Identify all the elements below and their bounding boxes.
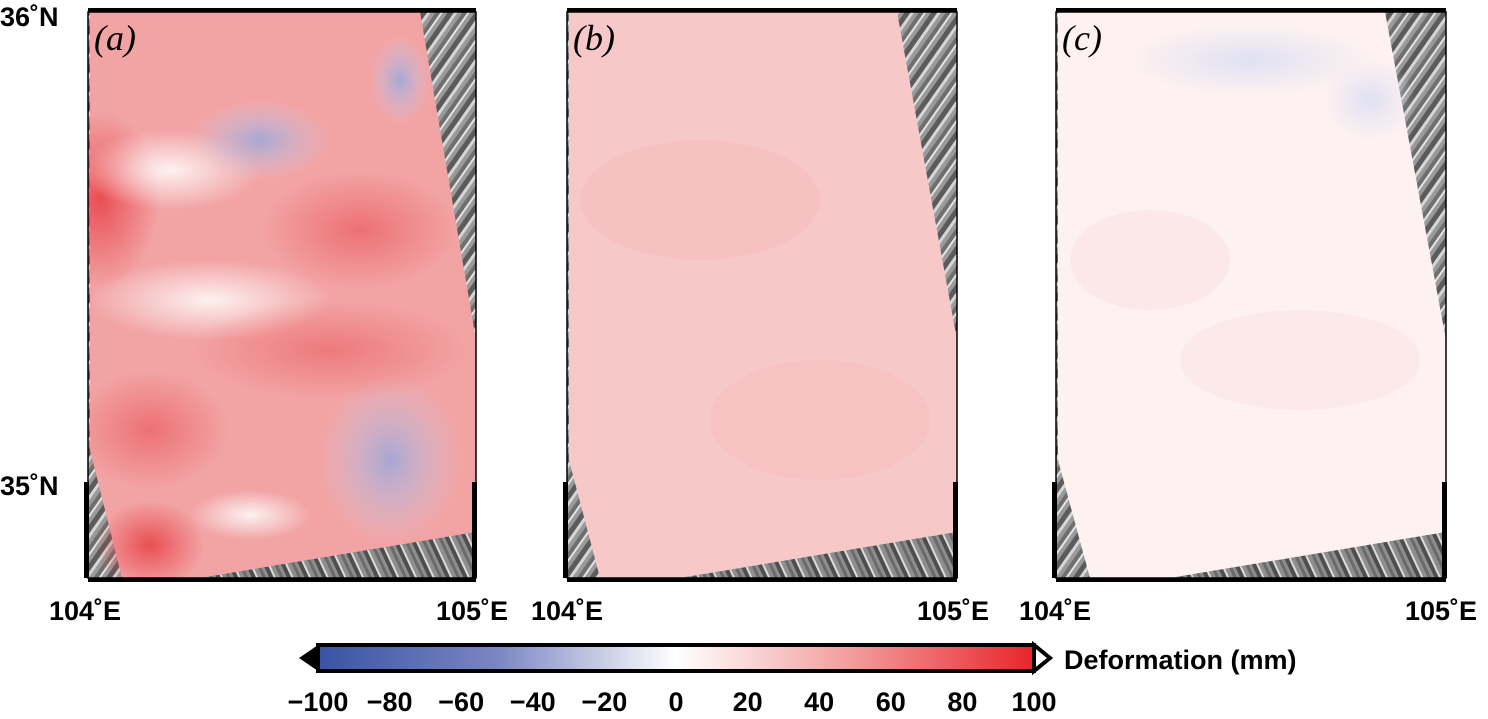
colorbar-tick-label: −80 [366, 687, 413, 717]
colorbar-title: Deformation (mm) [1064, 645, 1297, 675]
panel-b-tag: (b) [573, 18, 615, 58]
terrain-corner-a [200, 532, 476, 578]
map-panel-a: (a) [84, 8, 477, 582]
longitude-label-a-east: 105˚E [436, 596, 509, 626]
map-panel-b: (b) [563, 8, 958, 582]
colorbar-tick-label: 100 [1011, 687, 1057, 717]
colorbar-tick-label: 40 [804, 687, 835, 717]
map-panel-c: (c) [1052, 8, 1447, 582]
colorbar-left-triangle [299, 645, 318, 671]
longitude-label-b-east: 105˚E [917, 596, 990, 626]
colorbar-ramp [316, 643, 1036, 673]
colorbar-tick-label: −20 [581, 687, 628, 717]
deformation-swath-b [569, 12, 957, 578]
colorbar-tick-label: −60 [438, 687, 485, 717]
colorbar-tick-label: 0 [668, 687, 684, 717]
longitude-label-b-west: 104˚E [531, 596, 604, 626]
longitude-label-c-east: 105˚E [1405, 596, 1478, 626]
colorbar-tick-label: 20 [732, 687, 763, 717]
colorbar-tick-label: 80 [947, 687, 978, 717]
colorbar-tick-label: −40 [509, 687, 556, 717]
longitude-label-c-west: 104˚E [1019, 596, 1092, 626]
panel-c-tag: (c) [1062, 18, 1102, 58]
latitude-label-north: 36˚N [0, 2, 59, 32]
latitude-label-south: 35˚N [0, 471, 59, 501]
panel-a-tag: (a) [94, 18, 136, 58]
colorbar [299, 640, 1054, 676]
terrain-corner-b [680, 532, 957, 578]
terrain-corner-c [1170, 532, 1446, 578]
longitude-label-a-west: 104˚E [49, 596, 122, 626]
colorbar-right-triangle [1032, 640, 1054, 676]
colorbar-tick-label: 60 [875, 687, 906, 717]
colorbar-tick-label: −100 [287, 687, 349, 717]
deformation-swath-c [1058, 12, 1446, 578]
